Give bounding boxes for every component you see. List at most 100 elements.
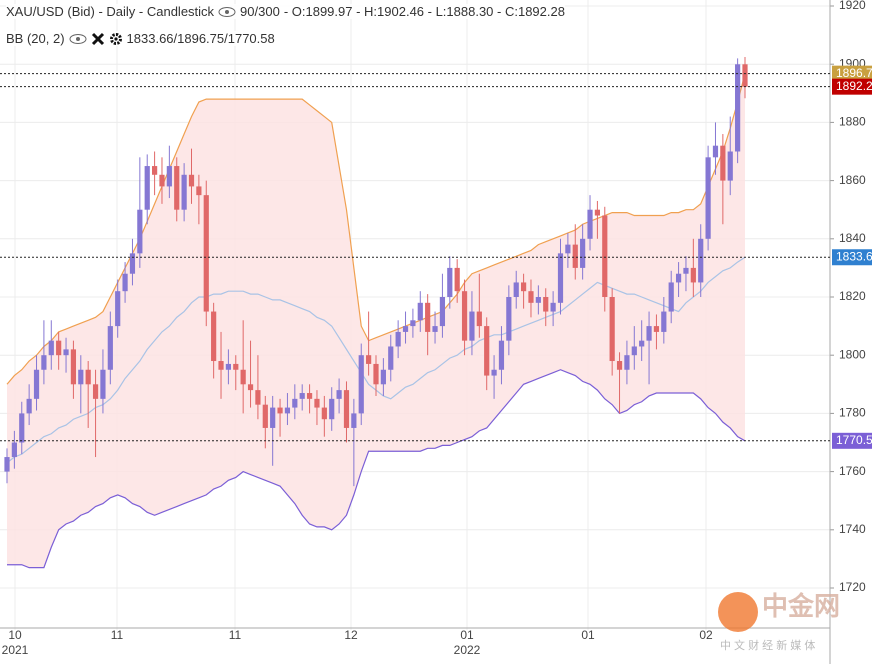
candle-body	[19, 413, 25, 443]
candle-body	[247, 384, 254, 391]
y-tick-label: 1720	[839, 580, 866, 594]
candle-body	[366, 355, 372, 364]
candle-body	[277, 407, 283, 414]
x-tick-label: 10	[8, 628, 22, 642]
y-tick-label: 1860	[839, 173, 866, 187]
candle-body	[417, 302, 423, 321]
settings-icon[interactable]	[109, 32, 123, 46]
candle-body	[646, 326, 652, 341]
candle-body	[92, 384, 99, 399]
candle-body	[41, 355, 47, 370]
candle-body	[513, 282, 519, 297]
candle-body	[26, 398, 32, 414]
x-tick-sublabel: 2021	[2, 643, 29, 657]
candle-body	[683, 267, 689, 274]
indicator-line: BB (20, 2) 1833.66/1896.75/1770.58	[6, 31, 275, 46]
indicator-name: BB (20, 2)	[6, 31, 65, 46]
candle-body	[653, 326, 660, 332]
ohlc-text: - O:1899.97 - H:1902.46 - L:1888.30 - C:…	[283, 4, 565, 19]
candle-body	[255, 390, 261, 405]
candle-body	[432, 326, 438, 332]
x-tick-label: 11	[229, 628, 242, 642]
candle-body	[196, 186, 202, 196]
candle-body	[668, 282, 674, 312]
candle-body	[498, 340, 505, 370]
band-lower	[7, 369, 746, 569]
candle-body	[572, 244, 578, 268]
price-tag-label: 1892.28	[836, 79, 872, 93]
remove-icon[interactable]	[91, 32, 105, 46]
candle-body	[203, 195, 209, 312]
watermark-tagline: 中 文 财 经 新 媒 体	[720, 638, 815, 652]
candle-body	[56, 340, 62, 356]
candle-body	[70, 349, 77, 385]
candle-body	[454, 267, 460, 292]
candle-body	[78, 369, 84, 385]
candle-body	[233, 363, 239, 370]
candle-body	[535, 297, 541, 303]
candle-body	[4, 457, 10, 472]
candle-body	[262, 404, 268, 428]
x-tick-label: 02	[699, 628, 713, 642]
candle-body	[402, 326, 409, 332]
price-tag-label: 1770.58	[836, 433, 872, 447]
eye-icon[interactable]	[218, 6, 236, 18]
candle-body	[314, 398, 320, 408]
x-tick-label: 01	[581, 628, 595, 642]
candle-body	[705, 157, 711, 239]
candle-body	[410, 320, 416, 327]
candle-body	[11, 442, 17, 458]
candle-body	[587, 209, 593, 239]
candle-body	[129, 253, 136, 274]
y-tick-label: 1800	[839, 347, 866, 361]
y-tick-label: 1880	[839, 115, 866, 129]
price-tag	[832, 432, 872, 449]
candle-body	[159, 174, 165, 187]
candle-body	[144, 166, 150, 210]
candle-body	[336, 390, 342, 399]
candle-body	[137, 209, 143, 254]
candle-body	[661, 311, 667, 332]
eye-icon[interactable]	[69, 33, 87, 45]
price-tag	[832, 78, 872, 95]
x-tick-sublabel: 2022	[454, 643, 481, 657]
candle-body	[735, 64, 741, 152]
candle-body	[181, 174, 187, 210]
candle-body	[698, 238, 704, 283]
candle-body	[48, 340, 54, 356]
candle-body	[225, 363, 231, 370]
candle-body	[85, 369, 91, 385]
candle-body	[321, 407, 327, 420]
candle-body	[557, 253, 564, 303]
candle-body	[211, 311, 217, 362]
chart-title: XAU/USD (Bid) - Daily - Candlestick	[6, 4, 215, 19]
candle-body	[491, 369, 497, 376]
bar-count: 90/300	[240, 4, 280, 19]
candle-body	[388, 346, 394, 370]
candle-body	[631, 346, 637, 356]
x-tick-label: 12	[344, 628, 358, 642]
candle-body	[506, 297, 512, 341]
candle-body	[343, 390, 350, 428]
candle-body	[115, 291, 121, 327]
candle-body	[395, 331, 401, 347]
candle-body	[609, 297, 615, 362]
candle-body	[306, 393, 313, 399]
indicator-values: 1833.66/1896.75/1770.58	[126, 31, 275, 46]
candle-body	[439, 297, 446, 327]
candle-body	[152, 166, 158, 175]
y-tick-label: 1820	[839, 289, 866, 303]
y-tick-label: 1840	[839, 231, 866, 245]
candle-body	[712, 145, 719, 158]
candle-body	[299, 393, 305, 399]
candle-body	[639, 340, 645, 347]
candle-body	[461, 291, 468, 341]
ohlc-values: O:1899.97 - H:1902.46 - L:1888.30 - C:18…	[291, 4, 565, 19]
header-line: XAU/USD (Bid) - Daily - Candlestick 90/3…	[6, 4, 565, 19]
candle-body	[373, 363, 379, 385]
y-tick-label: 1760	[839, 464, 866, 478]
watermark-brand: 中金网	[762, 591, 840, 621]
candle-body	[543, 297, 549, 312]
